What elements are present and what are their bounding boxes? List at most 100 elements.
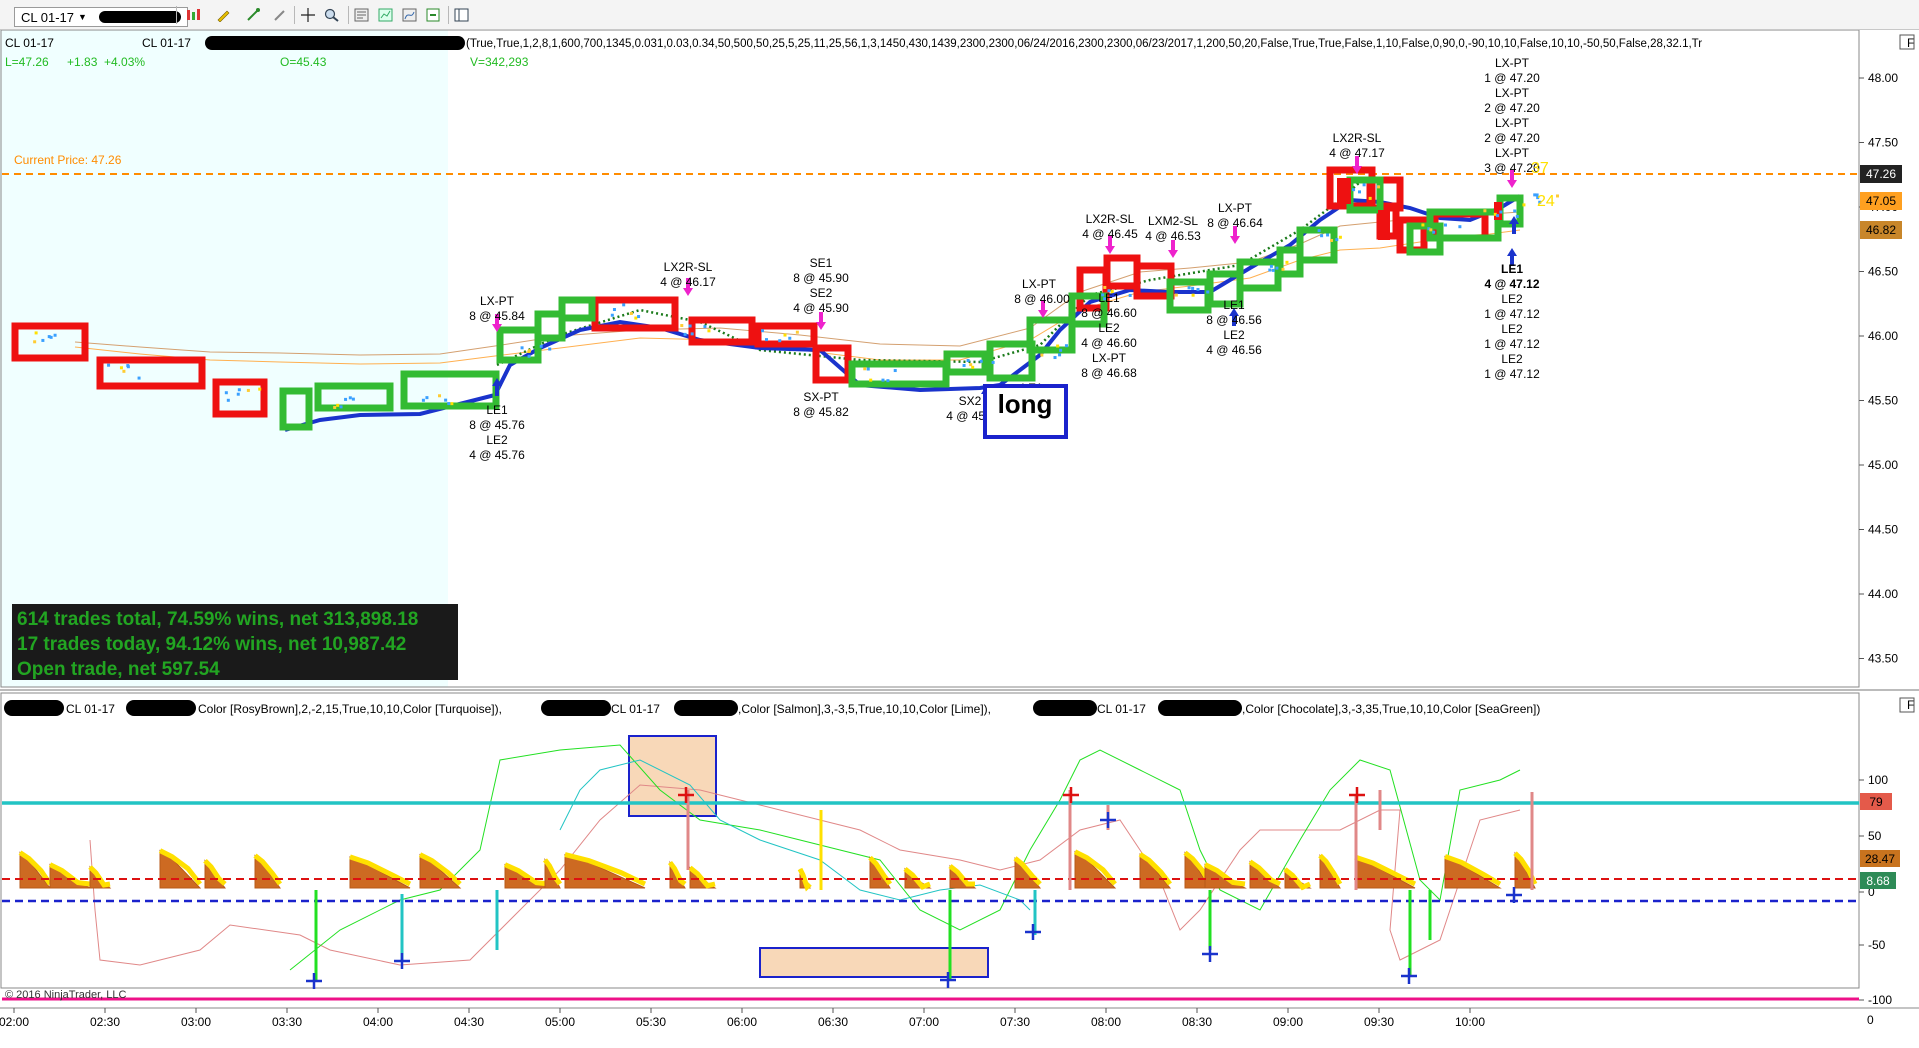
price-dot	[47, 335, 51, 339]
osc-panel-marker: F	[1907, 698, 1914, 712]
sell-arrow-icon	[1507, 170, 1517, 188]
price-dot	[760, 329, 764, 333]
time-tick-label: 08:30	[1182, 1015, 1212, 1029]
price-dot	[344, 397, 348, 401]
sell-arrow-icon	[1168, 240, 1178, 258]
signal-cross-icon	[1401, 968, 1417, 984]
price-dot	[1101, 293, 1105, 297]
ohlc-change: +1.83	[67, 55, 98, 69]
price-dot	[783, 333, 787, 337]
price-dot	[444, 398, 448, 402]
price-dot	[548, 347, 552, 351]
trade-annotation: 1 @ 47.20	[1484, 71, 1540, 85]
trade-annotation: 4 @ 47.12	[1484, 277, 1539, 291]
price-dot	[1377, 185, 1381, 189]
stats-box	[12, 604, 458, 680]
crosshair-icon[interactable]	[298, 6, 318, 24]
up-range-box	[314, 382, 394, 412]
bar-chart-style-icon[interactable]	[184, 6, 204, 24]
down-candle	[1337, 178, 1351, 204]
price-dot	[1421, 223, 1425, 227]
trade-annotation: LX-PT	[1495, 56, 1530, 70]
price-dot	[1268, 268, 1272, 272]
properties-icon[interactable]	[352, 6, 372, 24]
pencil-draw-icon[interactable]	[214, 6, 234, 24]
trade-annotation: LX2R-SL	[664, 260, 713, 274]
redacted-region	[98, 11, 181, 23]
price-dot	[226, 398, 230, 402]
price-dot	[629, 311, 633, 315]
price-dot	[690, 332, 694, 336]
sell-arrow-icon	[1038, 300, 1048, 318]
histogram-crest	[48, 862, 91, 887]
price-tick-label: 44.00	[1868, 587, 1898, 601]
panel-marker-box[interactable]	[1899, 34, 1915, 50]
chart-toolbar: CL 01-17 ▼	[0, 0, 1919, 30]
price-tick-label: 45.50	[1868, 394, 1898, 408]
trade-annotation: 8 @ 46.00	[1014, 292, 1070, 306]
signal-cross-icon	[394, 953, 410, 969]
eraser-icon[interactable]	[270, 6, 290, 24]
trade-annotation: LXM2-SL	[1148, 214, 1198, 228]
redacted-region	[4, 700, 64, 716]
price-dot	[1196, 287, 1200, 291]
zoom-icon[interactable]	[322, 6, 342, 24]
stats-today: 17 trades today, 94.12% wins, net 10,987…	[17, 634, 406, 655]
trade-annotation: SE2	[810, 286, 833, 300]
trade-annotation: LE2	[1501, 292, 1523, 306]
time-x-axis[interactable]: 02:00 02:30 03:00 03:30 04:00 04:30 05:00 05:30…	[0, 1008, 1485, 1029]
osc-panel-marker-box[interactable]	[1899, 697, 1915, 713]
current-price-badge-text: 47.26	[1866, 167, 1896, 181]
draw-tool-icon[interactable]	[244, 6, 264, 24]
price-dot	[527, 354, 531, 358]
buy-arrow-icon	[1229, 308, 1239, 326]
down-candle	[1378, 210, 1390, 240]
price-dot	[683, 332, 687, 336]
price-dot	[869, 378, 873, 382]
redacted-region	[1158, 700, 1242, 716]
price-dot	[425, 396, 429, 400]
price-dot	[1174, 293, 1178, 297]
price-dot	[634, 316, 638, 320]
trade-annotation: 1 @ 47.12	[1484, 307, 1540, 321]
stats-total: 614 trades total, 74.59% wins, net 313,8…	[17, 609, 418, 630]
price-dot	[1493, 212, 1497, 216]
time-tick-label: 03:30	[272, 1015, 302, 1029]
price-dot	[1271, 268, 1275, 272]
sell-arrow-icon	[816, 312, 826, 330]
window-layout-icon[interactable]	[452, 6, 472, 24]
price-dot	[1533, 193, 1537, 197]
trade-annotation: 4 @ 46.45	[1082, 227, 1138, 241]
oscillator-panel-border	[0, 692, 1860, 989]
price-dot	[1128, 293, 1132, 297]
trade-annotation: LX-PT	[1495, 116, 1530, 130]
time-tick-label: 04:00	[363, 1015, 393, 1029]
price-dot	[1053, 356, 1057, 360]
price-dot	[1368, 196, 1372, 200]
redacted-region	[674, 700, 738, 716]
price-dot	[450, 402, 454, 406]
price-panel-border	[0, 30, 1860, 688]
ohlc-last: L=47.26	[5, 55, 49, 69]
chart-area[interactable]: CL 01-17 CL 01-17 (True,True,1,2,8,1,600…	[0, 30, 1919, 1048]
price-y-axis: 48.0047.5047.0046.5046.0045.5045.0044.50…	[1859, 71, 1898, 666]
osc-tick-label: 50	[1868, 829, 1882, 843]
trade-annotation: LX2R-SL	[1333, 131, 1382, 145]
price-dot	[236, 392, 240, 396]
data-box-icon[interactable]	[376, 6, 396, 24]
lime-line	[289, 744, 1521, 971]
up-range-box	[1296, 226, 1338, 264]
trade-annotation: SX-PT	[803, 390, 839, 404]
histogram-crest	[668, 861, 687, 886]
down-range-box	[11, 322, 89, 362]
strategy-icon[interactable]	[424, 6, 444, 24]
price-dot	[1206, 290, 1210, 294]
instrument-selector[interactable]: CL 01-17 ▼	[14, 7, 188, 27]
up-range-box	[986, 340, 1036, 382]
trade-annotation: LE1	[1098, 291, 1120, 305]
price-dot	[1358, 190, 1362, 194]
price-dots	[33, 183, 1560, 409]
trade-annotation: LE2	[486, 433, 508, 447]
price-dot	[1483, 209, 1487, 213]
indicator-icon[interactable]	[400, 6, 420, 24]
